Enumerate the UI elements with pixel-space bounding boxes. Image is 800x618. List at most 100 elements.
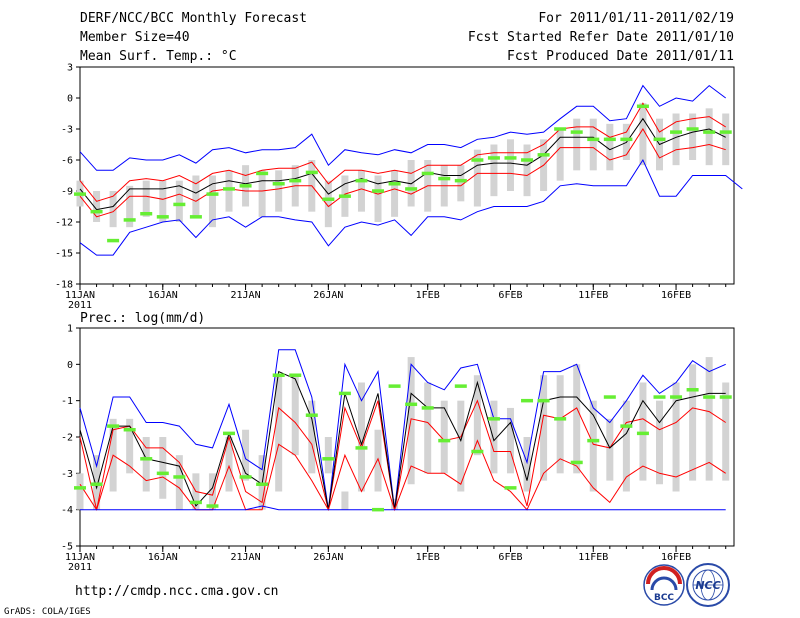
prec-box-bar [374, 429, 382, 492]
prec-series-q_upper-line [79, 399, 726, 510]
temp-box-bar [374, 175, 382, 222]
prec-box-bar [291, 375, 299, 456]
prec-box-bar [357, 382, 365, 492]
forecast-period: For 2011/01/11-2011/02/19 [538, 11, 734, 26]
prec-x-tick-label: 11FEB [578, 552, 608, 563]
temp-box-bar [573, 118, 581, 171]
prec-box-bar [324, 437, 332, 474]
temp-box-bar [391, 170, 399, 217]
prec-box-bar [556, 375, 564, 474]
prec-box-bar [655, 400, 663, 485]
temp-box-bar [159, 180, 167, 222]
prec-series-max-line [79, 349, 726, 510]
prec-series-min-line [80, 505, 726, 511]
temp-series-median-line [79, 117, 726, 211]
temp-series-q_lower-line [79, 128, 726, 218]
temp-box-bar [357, 170, 365, 212]
prec-box-bar [208, 473, 216, 510]
prec-box-bar [639, 382, 647, 481]
temp-x-tick-label: 16FEB [661, 290, 691, 301]
temp-box-bar [672, 113, 680, 166]
prec-y-tick-label: -2 [61, 433, 73, 444]
temp-y-tick-label: -6 [61, 156, 73, 167]
ncc-logo-icon: NCC [686, 563, 730, 607]
prec-x-tick-label: 21JAN [231, 552, 261, 563]
temp-series-min-line [79, 158, 743, 256]
temp-series-max-line [79, 84, 727, 171]
member-size: Member Size=40 [80, 30, 190, 45]
temp-x-tick-label: 6FEB [498, 290, 522, 301]
temp-box-bar [93, 191, 101, 222]
temp-box-bar [606, 123, 614, 171]
chart-title: DERF/NCC/BCC Monthly Forecast [80, 11, 307, 26]
temp-y-tick-label: -18 [55, 280, 73, 291]
prec-box-bar [275, 375, 283, 492]
temp-box-bar [225, 170, 233, 212]
prec-box-bar [76, 473, 84, 510]
prec-box-bar [440, 400, 448, 474]
temp-box-bar [556, 129, 564, 181]
temp-y-tick-label: 3 [67, 63, 73, 74]
prec-box-bar [126, 418, 134, 474]
prec-box-bar [225, 437, 233, 492]
prec-y-tick-label: -3 [61, 469, 73, 480]
prec-y-tick-label: -1 [61, 396, 73, 407]
prec-box-bar [308, 400, 316, 474]
prec-x-tick-label: 16JAN [148, 552, 178, 563]
prec-box-bar [142, 437, 150, 492]
prec-box-bar [540, 375, 548, 481]
prec-x-tick-label: 11JAN [65, 552, 95, 563]
temp-box-bar [722, 113, 730, 166]
prec-box-bar [506, 407, 514, 474]
prec-box-bar [622, 400, 630, 492]
ncc-logo-text: NCC [695, 579, 720, 592]
temp-variable-label: Mean Surf. Temp.: °C [80, 49, 237, 64]
bcc-logo-text: BCC [654, 593, 674, 603]
prec-box-bar [242, 429, 250, 481]
temp-box-bar [473, 149, 481, 207]
prec-box-bar [424, 382, 432, 474]
temp-box-bar [142, 180, 150, 217]
prec-x-tick-label: 16FEB [661, 552, 691, 563]
prec-box-bar [689, 364, 697, 481]
temp-series-q_upper-line [79, 102, 726, 202]
prec-box-bar [705, 357, 713, 481]
prec-box-bar [523, 437, 531, 492]
temp-box-bar [457, 165, 465, 202]
prec-box-bar [175, 455, 183, 510]
temp-x-tick-label: 16JAN [148, 290, 178, 301]
footer-url: http://cmdp.ncc.cma.gov.cn [75, 584, 279, 599]
prec-box-bar [93, 455, 101, 510]
temp-x-tick-label: 11FEB [578, 290, 608, 301]
temp-box-bar [324, 180, 332, 228]
prec-box-bar [606, 418, 614, 481]
temp-y-tick-label: -12 [55, 218, 73, 229]
prec-box-bar [341, 491, 349, 510]
temp-y-tick-label: -15 [55, 249, 73, 260]
temp-x-tick-label: 11JAN [65, 290, 95, 301]
temp-box-bar [689, 113, 697, 160]
temp-x-tick-label: 1FEB [416, 290, 440, 301]
temp-plot-frame [79, 66, 735, 285]
temp-box-bar [490, 144, 498, 197]
temp-y-tick-label: -9 [61, 187, 73, 198]
prec-x-tick-label: 26JAN [313, 552, 343, 563]
prec-box-bar [457, 400, 465, 492]
prec-series-q_lower-line [79, 439, 726, 512]
temp-box-bar [109, 191, 117, 228]
prec-box-bar [391, 498, 399, 510]
temp-box-bar [275, 170, 283, 212]
fcst-produced-date: Fcst Produced Date 2011/01/11 [507, 49, 734, 64]
bcc-logo-icon: BCC [643, 564, 685, 606]
temp-box-bar [258, 170, 266, 217]
temp-box-bar [175, 180, 183, 222]
temp-box-bar [639, 103, 647, 166]
fcst-started-date: Fcst Started Refer Date 2011/01/10 [468, 30, 734, 45]
prec-box-bar [672, 382, 680, 492]
precip-variable-label: Prec.: log(mm/d) [80, 311, 205, 326]
prec-x-tick-label: 1FEB [416, 552, 440, 563]
grads-credit: GrADS: COLA/IGES [4, 607, 91, 617]
prec-x-tick-year: 2011 [68, 562, 92, 573]
prec-y-tick-label: 1 [67, 324, 73, 335]
